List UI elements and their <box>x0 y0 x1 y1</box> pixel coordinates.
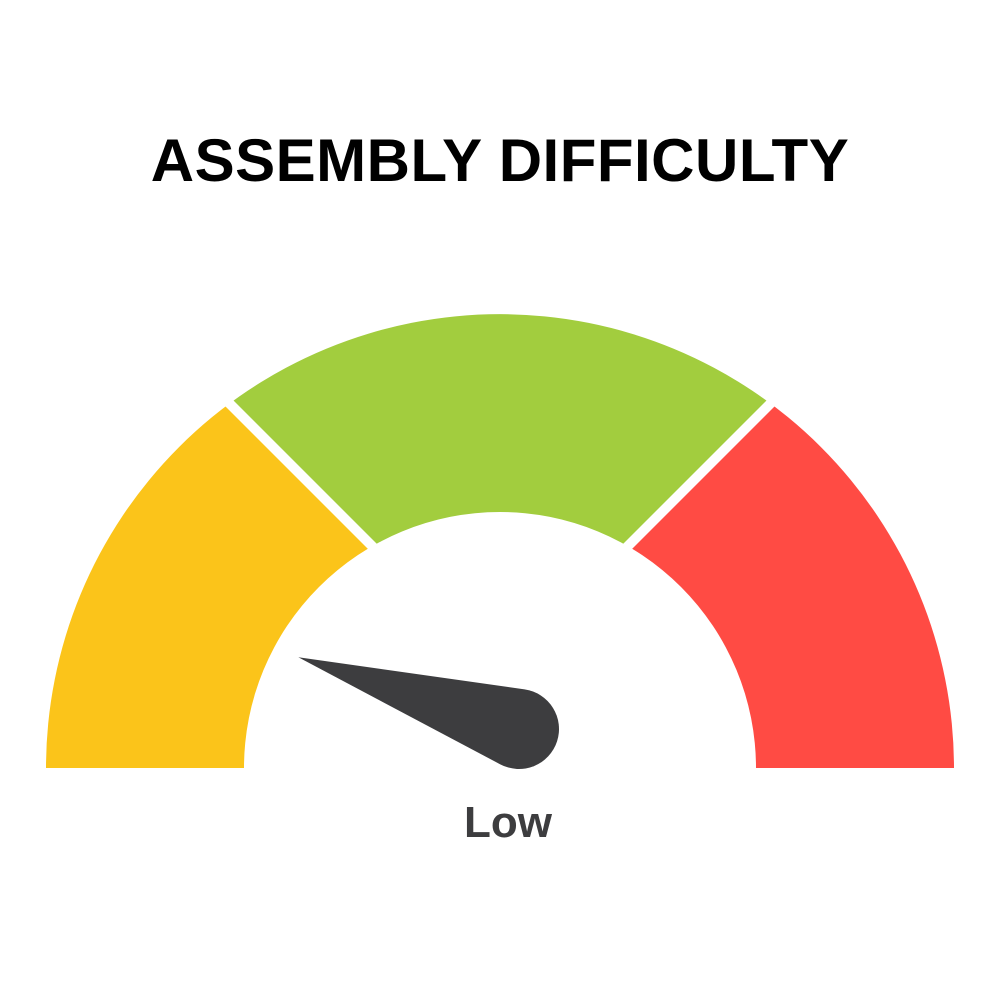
gauge-title: ASSEMBLY DIFFICULTY <box>150 127 850 194</box>
gauge-needle-icon <box>298 657 559 769</box>
gauge-segment-medium <box>46 314 954 667</box>
difficulty-level-label: Low <box>464 798 552 847</box>
